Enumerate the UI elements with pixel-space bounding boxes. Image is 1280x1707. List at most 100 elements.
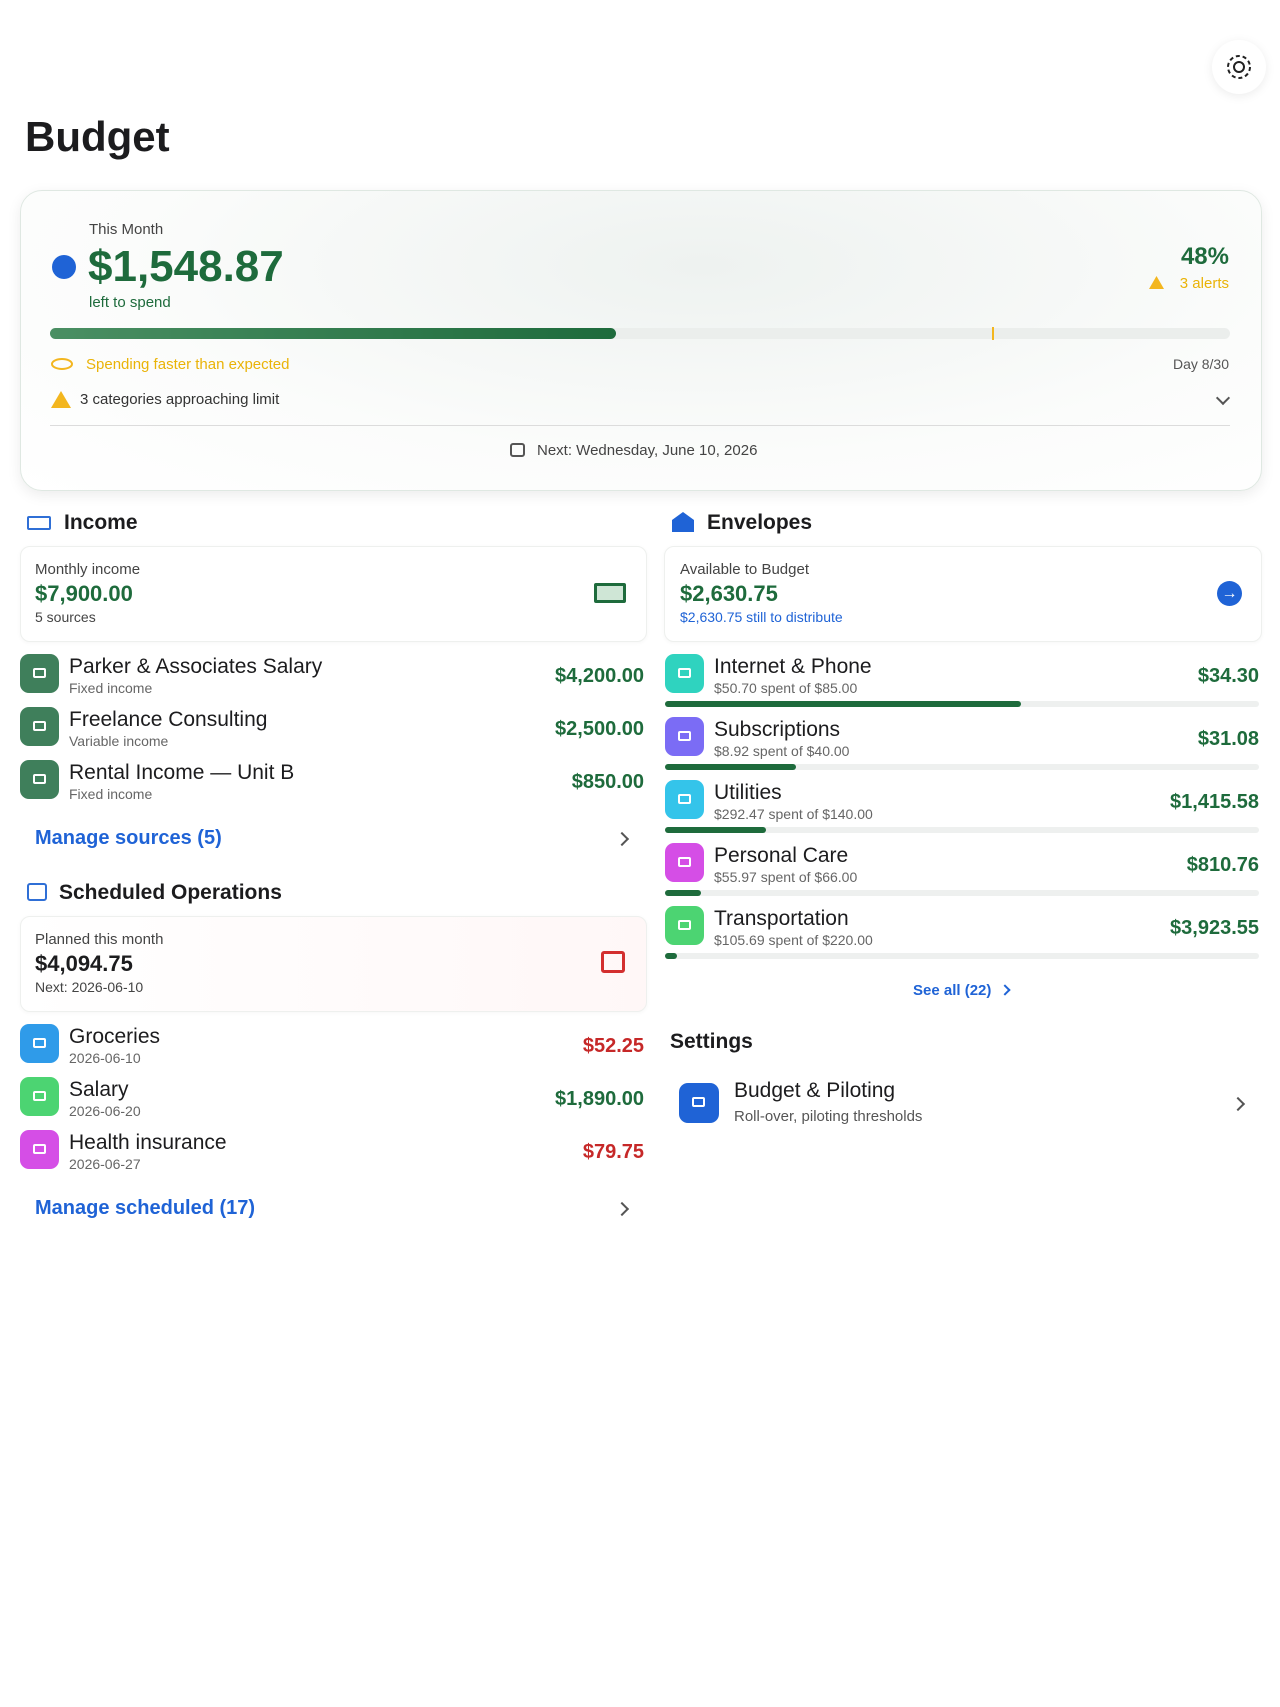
item-amount: $79.75 (582, 1141, 644, 1163)
envelopes-card-label: Available to Budget (680, 561, 809, 578)
envelope-track (665, 890, 1259, 896)
pace-icon (51, 358, 73, 370)
settings-name[interactable]: Budget & Piloting (734, 1079, 896, 1102)
money-icon (594, 583, 626, 603)
item-name[interactable]: Subscriptions (714, 718, 841, 741)
item-icon (665, 780, 704, 819)
envelopes-card-amount: $2,630.75 (680, 581, 778, 606)
item-detail: $292.47 spent of $140.00 (714, 806, 873, 822)
income-card-note: 5 sources (35, 609, 96, 625)
settings-detail: Roll-over, piloting thresholds (734, 1108, 923, 1125)
item-amount: $34.30 (1197, 665, 1259, 687)
item-name[interactable]: Transportation (714, 907, 849, 930)
next-date: Next: Wednesday, June 10, 2026 (537, 442, 758, 459)
planned-calendar-icon (601, 951, 625, 973)
envelope-progress (665, 953, 677, 959)
item-amount: $4,200.00 (555, 665, 644, 687)
settings-button[interactable] (1212, 40, 1266, 94)
chevron (614, 831, 630, 847)
scheduled-card-amount: $4,094.75 (35, 951, 133, 976)
item-detail: 2026-06-20 (69, 1103, 141, 1119)
item-amount: $1,415.58 (1170, 791, 1259, 813)
day-counter: Day 8/30 (1172, 356, 1229, 372)
envelopes-card-note: $2,630.75 still to distribute (680, 609, 843, 625)
item-icon (20, 707, 59, 746)
envelopes-title: Envelopes (707, 511, 813, 534)
item-detail: $50.70 spent of $85.00 (714, 680, 858, 696)
item-icon (20, 1130, 59, 1169)
item-detail: Fixed income (69, 680, 153, 696)
envelope-progress (665, 701, 1022, 707)
item-name[interactable]: Utilities (714, 781, 782, 804)
item-icon (20, 760, 59, 799)
scheduled-card-label: Planned this month (35, 931, 164, 948)
income-card-label: Monthly income (35, 561, 141, 578)
income-card (20, 546, 647, 642)
divider (50, 425, 1230, 426)
envelope-track (665, 764, 1259, 770)
envelope-progress (665, 827, 766, 833)
chevron (614, 1201, 630, 1217)
item-detail: $105.69 spent of $220.00 (714, 932, 873, 948)
envelope-track (665, 953, 1259, 959)
period-label: This Month (89, 221, 164, 238)
chevron (1230, 1096, 1246, 1112)
item-name[interactable]: Groceries (69, 1025, 161, 1048)
scheduled-card (20, 916, 647, 1012)
alert-icon (1149, 276, 1164, 289)
item-name[interactable]: Salary (69, 1078, 129, 1101)
envelope-track (665, 827, 1259, 833)
pace-marker (992, 327, 994, 340)
item-amount: $31.08 (1197, 728, 1259, 750)
pace-warning: Spending faster than expected (86, 356, 290, 373)
settings-icon (679, 1083, 719, 1123)
item-icon (665, 717, 704, 756)
warning-icon (51, 391, 71, 408)
scheduled-icon (27, 883, 47, 901)
manage-sources-link[interactable]: Manage sources (5) (35, 827, 222, 849)
item-amount: $3,923.55 (1170, 917, 1259, 939)
item-amount: $810.76 (1186, 854, 1259, 876)
item-detail: $55.97 spent of $66.00 (714, 869, 858, 885)
item-detail: $8.92 spent of $40.00 (714, 743, 850, 759)
item-detail: Fixed income (69, 786, 153, 802)
envelope-progress (665, 890, 701, 896)
item-amount: $1,890.00 (555, 1088, 644, 1110)
progress-track (50, 328, 1230, 339)
gear-icon (1227, 55, 1251, 79)
item-detail: 2026-06-27 (69, 1156, 141, 1172)
item-icon (665, 843, 704, 882)
settings-title: Settings (670, 1030, 753, 1053)
scheduled-title: Scheduled Operations (59, 881, 282, 904)
envelope-progress (665, 764, 796, 770)
item-amount: $850.00 (571, 771, 644, 793)
left-to-spend-amount: $1,548.87 (88, 242, 284, 291)
item-name[interactable]: Parker & Associates Salary (69, 655, 323, 678)
progress-fill (50, 328, 617, 339)
limit-warning[interactable]: 3 categories approaching limit (80, 391, 280, 408)
page-title: Budget (25, 113, 170, 160)
item-amount: $52.25 (582, 1035, 644, 1057)
item-amount: $2,500.00 (555, 718, 644, 740)
scheduled-card-note: Next: 2026-06-10 (35, 979, 144, 995)
item-icon (20, 1024, 59, 1063)
distribute-button[interactable]: → (1217, 581, 1242, 606)
spent-percent: 48% (1180, 243, 1229, 270)
see-all-link[interactable]: See all (22) (913, 982, 992, 999)
left-to-spend-caption: left to spend (89, 294, 171, 311)
income-card-amount: $7,900.00 (35, 581, 133, 606)
chevron (999, 984, 1011, 996)
item-detail: Variable income (69, 733, 169, 749)
income-title: Income (64, 511, 138, 534)
alerts-count: 3 alerts (1179, 275, 1229, 292)
item-name[interactable]: Internet & Phone (714, 655, 872, 678)
item-name[interactable]: Health insurance (69, 1131, 227, 1154)
summary-card (20, 190, 1262, 491)
income-icon (27, 516, 51, 530)
item-name[interactable]: Rental Income — Unit B (69, 761, 295, 784)
envelopes-icon (672, 512, 694, 532)
manage-scheduled-link[interactable]: Manage scheduled (17) (35, 1197, 256, 1219)
item-name[interactable]: Personal Care (714, 844, 849, 867)
item-name[interactable]: Freelance Consulting (69, 708, 268, 731)
